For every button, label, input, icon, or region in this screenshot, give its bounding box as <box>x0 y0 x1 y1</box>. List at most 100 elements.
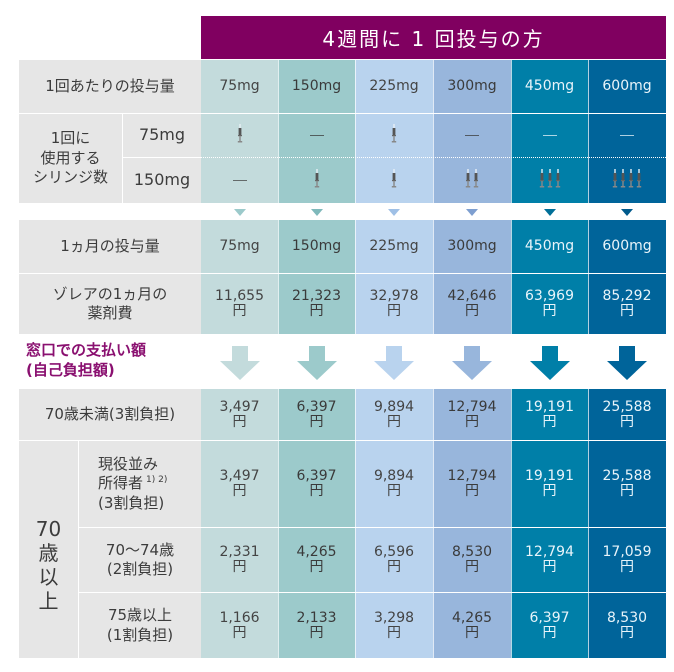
cell-unit: 円 <box>542 303 557 319</box>
label-line: 薬剤費 <box>87 304 133 322</box>
column-background <box>588 114 666 203</box>
down-triangle-icon <box>233 209 246 216</box>
syringe-icon <box>620 168 626 193</box>
cell-unit: 円 <box>232 559 247 575</box>
cell-value: 450mg <box>524 78 575 95</box>
syringe-icon <box>314 168 320 193</box>
column-divider <box>588 593 589 658</box>
row-label-70-74: 70〜74歳 (2割負担) <box>79 528 201 592</box>
down-arrow-icon <box>296 346 337 380</box>
cell-unit: 円 <box>620 559 634 575</box>
table-title-header: 4週間に 1 回投与の方 <box>201 16 666 59</box>
column-divider <box>588 274 589 334</box>
cell-value: 4,265 <box>296 544 337 561</box>
row-group-label-70-and-over: 70 歳 以 上 <box>19 441 78 658</box>
cell-unit: 円 <box>465 483 479 499</box>
column-background <box>511 114 588 203</box>
active-income-cell: 9,894 円 <box>355 441 433 527</box>
cell-value: 63,969 <box>525 288 574 305</box>
label-line: (2割負担) <box>106 560 174 578</box>
column-divider <box>511 528 512 592</box>
cell-value: 21,323 <box>292 288 341 305</box>
syringe-icon <box>237 123 243 148</box>
under-70-cell: 3,497 円 <box>201 389 278 440</box>
cell-value: 8,530 <box>606 609 648 626</box>
column-divider <box>355 220 356 273</box>
down-triangle-icon <box>466 209 478 216</box>
cell-value: 3,497 <box>219 398 260 415</box>
age-75-plus-cell: 6,397 円 <box>511 593 588 658</box>
under-70-cell: 6,397 円 <box>278 389 355 440</box>
none-dash-icon <box>542 134 557 137</box>
column-background <box>433 114 511 203</box>
column-divider <box>588 528 589 592</box>
monthly-dose-cell: 600mg <box>588 220 666 273</box>
cell-unit: 円 <box>309 483 324 499</box>
cell-value: 32,978 <box>369 288 419 305</box>
footnote-marker: 1) 2) <box>146 475 168 486</box>
monthly-dose-cell: 450mg <box>511 220 588 273</box>
under-70-cell: 9,894 円 <box>355 389 433 440</box>
column-divider <box>433 528 434 592</box>
cell-unit: 円 <box>387 559 401 575</box>
age-70-74-cell: 17,059 円 <box>588 528 666 592</box>
cell-unit: 円 <box>232 624 247 641</box>
label-line: 70〜74歳 <box>105 540 175 559</box>
column-divider <box>355 114 356 203</box>
age-75-plus-cell: 3,298 円 <box>355 593 433 658</box>
cell-value: 2,133 <box>296 609 337 626</box>
column-divider <box>278 441 279 527</box>
column-divider <box>78 441 79 658</box>
syringe-icon <box>539 168 545 193</box>
down-arrow-icon <box>219 346 260 380</box>
cell-value: 450mg <box>524 238 575 255</box>
cell-value: 6,397 <box>296 468 337 485</box>
cell-unit: 円 <box>309 559 324 575</box>
active-income-cell: 3,497 円 <box>201 441 278 527</box>
row-label-per-dose: 1回あたりの投与量 <box>19 60 201 113</box>
cell-unit: 円 <box>465 559 479 575</box>
column-divider <box>278 60 279 113</box>
cell-unit: 円 <box>620 624 634 641</box>
syringe-icon <box>547 168 553 193</box>
label-line: 使用する <box>40 148 101 167</box>
syringe-icon <box>555 168 561 193</box>
column-divider <box>588 60 589 113</box>
cell-value: 600mg <box>602 78 652 95</box>
cell-value: 3,298 <box>373 609 415 626</box>
column-divider <box>355 60 356 113</box>
group-label-char: 上 <box>38 588 59 613</box>
row-label-75-plus: 75歳以上 (1割負担) <box>79 593 201 658</box>
column-divider <box>278 593 279 658</box>
cell-unit: 円 <box>465 624 479 641</box>
cell-unit: 円 <box>387 413 401 430</box>
monthly-dose-cell: 225mg <box>355 220 433 273</box>
cell-value: 150mg <box>291 238 342 255</box>
cell-value: 9,894 <box>373 468 415 485</box>
cell-value: 25,588 <box>602 468 652 485</box>
label-line-with-note: 所得者 1) 2) <box>98 474 167 494</box>
cell-unit: 円 <box>309 303 324 319</box>
column-divider <box>433 441 434 527</box>
cell-value: 9,894 <box>373 398 415 415</box>
column-divider <box>511 60 512 113</box>
column-divider <box>355 274 356 334</box>
column-divider <box>278 389 279 440</box>
row-label-drug-cost: ゾレアの1ヵ月の 薬剤費 <box>19 274 201 334</box>
age-75-plus-cell: 8,530 円 <box>588 593 666 658</box>
syringe-icon <box>391 168 397 193</box>
down-arrow-icon <box>374 346 414 380</box>
cell-value: 11,655 <box>215 288 264 305</box>
down-arrow-icon <box>607 346 647 380</box>
none-dash-icon <box>309 134 324 137</box>
column-divider <box>355 528 356 592</box>
cell-value: 19,191 <box>525 398 574 415</box>
row-divider <box>19 113 666 114</box>
cell-unit: 円 <box>387 303 401 319</box>
syringe-count-cell <box>278 114 355 157</box>
column-divider <box>511 389 512 440</box>
group-label-char: 70 <box>35 516 62 541</box>
cell-unit: 円 <box>465 413 479 430</box>
cell-value: 6,397 <box>296 398 337 415</box>
cell-unit: 円 <box>232 483 247 499</box>
